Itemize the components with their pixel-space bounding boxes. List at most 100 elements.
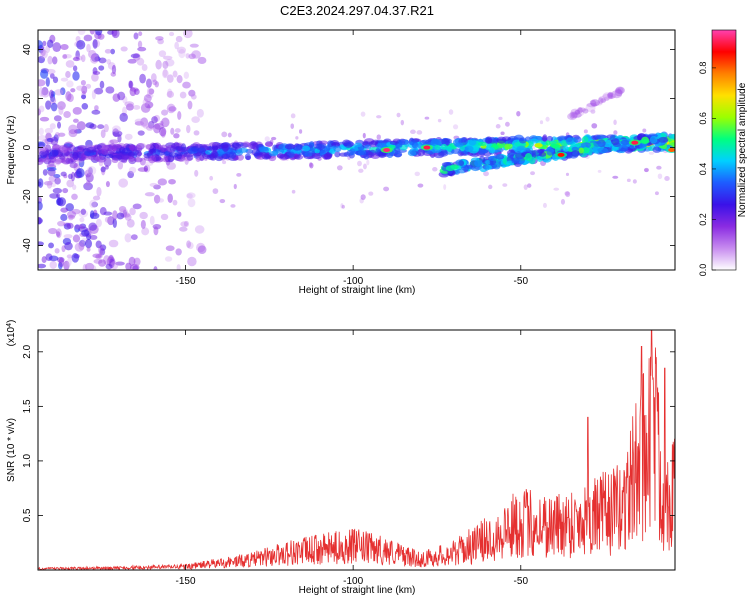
band-blob (434, 144, 441, 150)
noise-blob (172, 70, 178, 78)
noise-blob (340, 203, 344, 209)
noise-blob (85, 172, 94, 183)
noise-blob (443, 184, 447, 190)
colorbar-tick-label: 0.8 (698, 62, 708, 75)
noise-blob (613, 130, 618, 135)
noise-blob (383, 186, 390, 192)
noise-blob (176, 75, 183, 84)
noise-blob (157, 178, 168, 186)
band-blob (495, 154, 505, 160)
noise-blob (505, 121, 510, 127)
noise-blob (103, 124, 109, 133)
band-blob (617, 87, 624, 94)
hot-spot (631, 140, 639, 145)
chart-title: C2E3.2024.297.04.37.R21 (280, 3, 434, 18)
noise-blob (86, 247, 91, 252)
noise-blob (128, 80, 134, 89)
band-blob (595, 134, 607, 140)
noise-blob (309, 162, 314, 169)
noise-blob (58, 105, 64, 116)
noise-blob (410, 129, 416, 134)
noise-blob (362, 163, 367, 170)
band-blob (594, 101, 603, 106)
noise-blob (107, 215, 115, 226)
noise-blob (69, 162, 78, 169)
band-blob (106, 147, 117, 152)
noise-blob (93, 87, 104, 95)
band-blob (577, 107, 583, 114)
noise-blob (57, 197, 67, 207)
noise-blob (49, 89, 54, 99)
noise-blob (118, 206, 127, 213)
band-blob (368, 140, 379, 148)
band-blob (582, 108, 589, 114)
band-blob (151, 153, 160, 162)
noise-blob (110, 71, 117, 77)
band-blob (574, 109, 585, 117)
snr-ytick-label: 2.0 (22, 344, 33, 358)
noise-blob (400, 119, 405, 126)
band-blob (331, 142, 341, 147)
noise-blob (65, 60, 75, 68)
noise-blob (41, 256, 47, 264)
noise-blob (56, 231, 61, 237)
noise-blob (97, 252, 103, 259)
noise-blob (85, 238, 93, 249)
band-blob (574, 109, 581, 115)
noise-blob (299, 129, 303, 134)
snr-xtick-label: -100 (343, 576, 363, 587)
noise-blob (66, 254, 73, 259)
noise-blob (174, 41, 179, 50)
noise-blob (157, 198, 165, 203)
hot-spot (557, 152, 565, 157)
band-blob (264, 141, 273, 147)
colorbar-gradient (712, 30, 736, 270)
noise-blob (564, 191, 570, 196)
band-blob (237, 147, 249, 153)
band-blob (607, 93, 616, 99)
spectrogram-xtick-label: -50 (514, 276, 529, 287)
noise-blob (52, 56, 58, 65)
band-blob (315, 143, 325, 151)
noise-blob (539, 120, 544, 125)
noise-blob (105, 180, 110, 188)
band-blob (148, 155, 157, 164)
band-blob (534, 143, 543, 148)
band-blob (349, 148, 356, 156)
noise-blob (149, 215, 155, 226)
band-blob (38, 158, 44, 166)
noise-blob (150, 73, 157, 83)
noise-blob (196, 242, 206, 253)
noise-blob (49, 96, 57, 105)
noise-blob (49, 193, 59, 199)
band-blob (492, 164, 501, 170)
noise-blob (166, 74, 174, 83)
noise-blob (129, 87, 137, 97)
noise-blob (127, 170, 135, 179)
noise-blob (72, 71, 80, 81)
band-blob (440, 143, 448, 150)
noise-blob (68, 214, 76, 220)
noise-blob (42, 40, 47, 47)
noise-blob (46, 162, 57, 168)
snr-panel: -150 -100 -50 0.5 1.0 1.5 2.0 Height of straig… (6, 320, 676, 596)
band-blob (65, 158, 74, 165)
noise-blob (38, 141, 46, 149)
noise-blob (76, 39, 86, 50)
noise-blob (553, 187, 560, 191)
band-blob (221, 153, 230, 160)
noise-blob (360, 194, 366, 200)
noise-blob (187, 256, 197, 267)
noise-blob (189, 43, 199, 48)
band-blob (586, 102, 598, 108)
band-blob (136, 151, 143, 157)
noise-blob (172, 199, 178, 206)
band-blob (581, 136, 589, 145)
noise-blob (70, 88, 76, 93)
band-blob (606, 92, 613, 98)
noise-blob (138, 31, 143, 37)
band-blob (333, 145, 342, 153)
noise-blob (89, 210, 95, 219)
noise-blob (124, 233, 132, 243)
noise-blob (142, 98, 149, 107)
